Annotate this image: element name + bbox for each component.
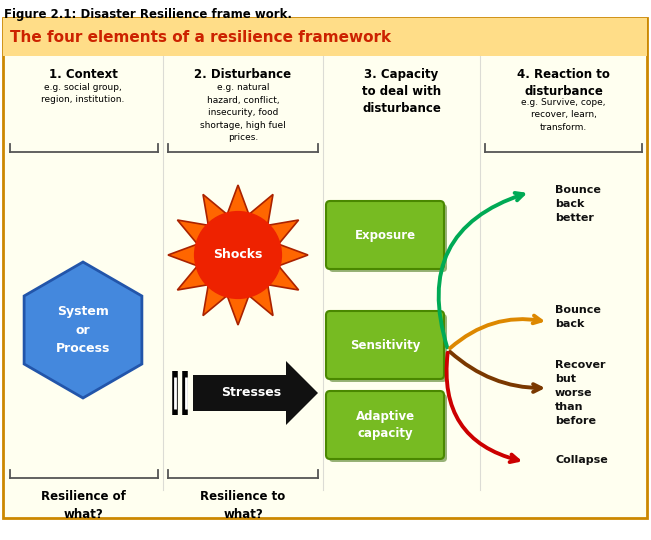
Text: Resilience to
what?: Resilience to what?: [201, 490, 286, 521]
Text: 4. Reaction to
disturbance: 4. Reaction to disturbance: [517, 68, 610, 98]
FancyBboxPatch shape: [326, 201, 444, 269]
FancyBboxPatch shape: [329, 394, 447, 462]
Text: 2. Disturbance: 2. Disturbance: [195, 68, 292, 81]
Text: The four elements of a resilience framework: The four elements of a resilience framew…: [10, 30, 391, 44]
Text: Recover
but
worse
than
before: Recover but worse than before: [555, 360, 605, 426]
Polygon shape: [168, 185, 308, 325]
Text: Exposure: Exposure: [354, 228, 415, 241]
Text: Bounce
back: Bounce back: [555, 305, 601, 329]
Text: e.g. natural
hazard, conflict,
insecurity, food
shortage, high fuel
prices.: e.g. natural hazard, conflict, insecurit…: [200, 83, 286, 142]
Text: Resilience of
what?: Resilience of what?: [40, 490, 126, 521]
Bar: [193, 375, 286, 411]
Text: e.g. Survive, cope,
recover, learn,
transform.: e.g. Survive, cope, recover, learn, tran…: [521, 98, 605, 132]
Polygon shape: [286, 361, 318, 425]
Text: Stresses: Stresses: [221, 387, 282, 400]
Circle shape: [194, 211, 282, 299]
Text: 3. Capacity
to deal with
disturbance: 3. Capacity to deal with disturbance: [362, 68, 441, 115]
FancyBboxPatch shape: [3, 18, 647, 56]
Text: Shocks: Shocks: [214, 248, 263, 261]
Polygon shape: [24, 262, 142, 398]
FancyBboxPatch shape: [329, 204, 447, 272]
Text: 1. Context: 1. Context: [49, 68, 117, 81]
Text: Bounce
back
better: Bounce back better: [555, 185, 601, 223]
Text: e.g. social group,
region, institution.: e.g. social group, region, institution.: [41, 83, 125, 105]
Text: Sensitivity: Sensitivity: [350, 339, 420, 352]
Text: Figure 2.1: Disaster Resilience frame work.: Figure 2.1: Disaster Resilience frame wo…: [4, 8, 292, 21]
FancyBboxPatch shape: [329, 314, 447, 382]
FancyBboxPatch shape: [3, 18, 647, 518]
Text: Collapse: Collapse: [555, 455, 608, 465]
FancyBboxPatch shape: [326, 391, 444, 459]
Text: System
or
Process: System or Process: [56, 305, 110, 355]
Text: Adaptive
capacity: Adaptive capacity: [355, 410, 415, 440]
FancyBboxPatch shape: [326, 311, 444, 379]
